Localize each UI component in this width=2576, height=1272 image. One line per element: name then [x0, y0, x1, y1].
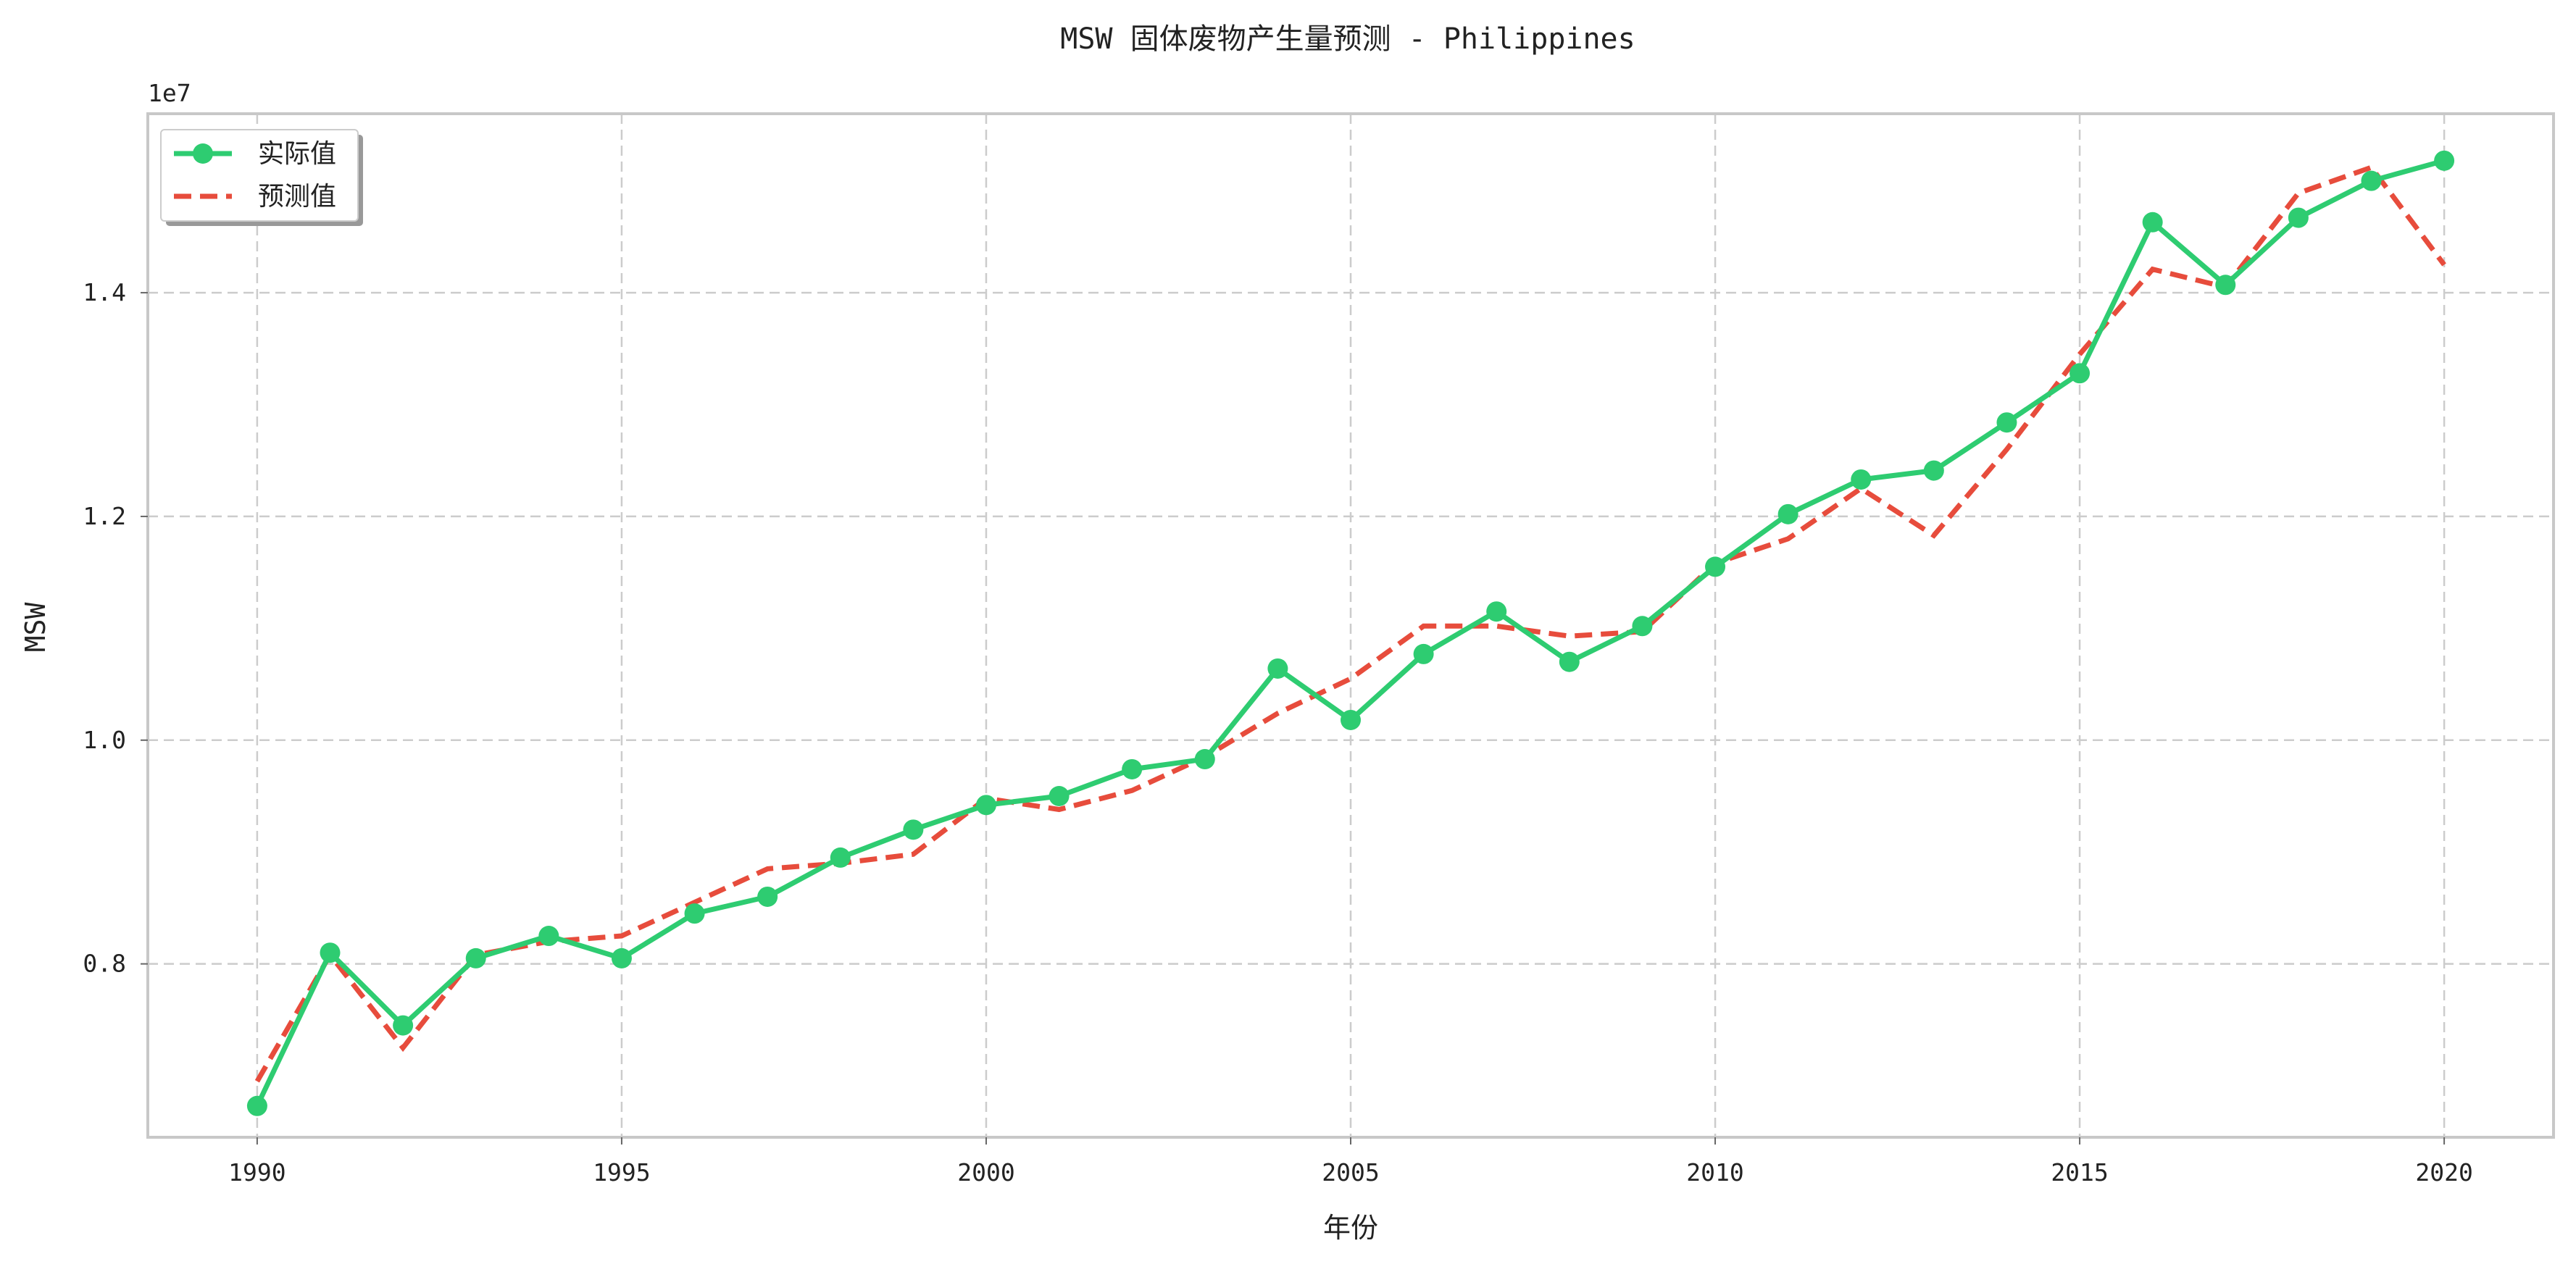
data-point-actual — [1486, 601, 1507, 622]
data-point-actual — [538, 926, 559, 947]
x-tick-label: 2000 — [957, 1158, 1014, 1187]
y-axis-label: MSW — [20, 603, 51, 653]
data-point-actual — [757, 886, 778, 907]
data-point-actual — [2288, 207, 2309, 228]
data-point-actual — [2142, 212, 2163, 233]
y-tick-label: 0.8 — [83, 950, 126, 978]
y-tick-label: 1.4 — [83, 278, 126, 306]
series-line-predicted — [254, 164, 2446, 1083]
data-point-actual — [1996, 412, 2017, 433]
data-point-actual — [393, 1015, 414, 1036]
legend-label-actual: 实际值 — [258, 139, 336, 169]
data-point-actual — [2069, 363, 2091, 384]
data-point-actual — [903, 819, 924, 840]
x-tick-label: 1995 — [593, 1158, 650, 1187]
y-axis-offset-label: 1e7 — [148, 79, 191, 107]
y-tick-label: 1.0 — [83, 726, 126, 754]
data-point-actual — [684, 903, 705, 924]
axis-ticks: 1990 1995 2000 2005 2010 2015 2020 0.8 1.0 1.2 1.4 — [83, 278, 2472, 1187]
grid-lines — [148, 114, 2554, 1137]
x-tick-label: 2010 — [1686, 1158, 1743, 1187]
chart-title: MSW 固体废物产生量预测 - Philippines — [1060, 22, 1635, 56]
data-point-actual — [2434, 150, 2455, 171]
y-tick-label: 1.2 — [83, 502, 126, 530]
legend-marker-actual — [193, 143, 213, 164]
data-point-actual — [830, 847, 851, 868]
x-axis-label: 年份 — [1323, 1212, 1378, 1244]
data-point-actual — [320, 942, 341, 963]
data-point-actual — [2361, 170, 2382, 191]
data-point-actual — [1413, 643, 1434, 664]
data-point-actual — [1705, 556, 1726, 577]
data-point-actual — [1194, 749, 1215, 770]
data-point-actual — [1049, 786, 1070, 806]
data-point-actual — [2215, 275, 2236, 296]
data-point-actual — [1122, 758, 1143, 779]
data-point-actual — [611, 947, 632, 968]
data-point-actual — [975, 795, 996, 816]
series-layer — [246, 150, 2455, 1116]
data-point-actual — [1923, 460, 1944, 481]
data-point-actual — [1559, 651, 1580, 672]
data-point-actual — [1777, 503, 1798, 524]
data-point-actual — [246, 1095, 267, 1116]
data-point-actual — [1267, 658, 1288, 679]
data-point-actual — [1632, 616, 1653, 637]
x-tick-label: 2005 — [1322, 1158, 1379, 1187]
x-tick-label: 1990 — [228, 1158, 285, 1187]
data-point-actual — [1341, 709, 1361, 730]
data-point-actual — [465, 947, 486, 968]
legend-label-predicted: 预测值 — [258, 182, 336, 212]
x-tick-label: 2020 — [2415, 1158, 2472, 1187]
data-point-actual — [1851, 469, 1872, 490]
x-tick-label: 2015 — [2051, 1158, 2108, 1187]
